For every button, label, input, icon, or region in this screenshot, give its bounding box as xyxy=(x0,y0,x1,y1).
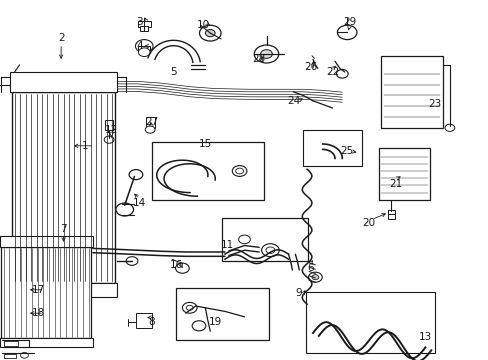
Bar xyxy=(176,288,268,340)
Bar xyxy=(303,130,361,166)
Text: 29: 29 xyxy=(342,17,356,27)
Text: 26: 26 xyxy=(303,62,317,72)
Bar xyxy=(305,292,434,353)
Circle shape xyxy=(135,40,153,53)
Circle shape xyxy=(126,257,138,265)
Circle shape xyxy=(235,168,243,174)
Circle shape xyxy=(129,170,142,180)
Circle shape xyxy=(238,235,250,244)
Bar xyxy=(10,72,117,92)
Bar xyxy=(140,26,148,31)
Bar xyxy=(381,56,442,128)
Bar xyxy=(136,313,151,328)
Circle shape xyxy=(205,30,215,37)
Text: 28: 28 xyxy=(252,54,265,64)
Bar xyxy=(378,148,429,200)
Bar xyxy=(151,142,264,200)
Text: 10: 10 xyxy=(196,20,209,30)
Text: 9: 9 xyxy=(294,288,301,298)
Circle shape xyxy=(260,50,272,58)
Text: 22: 22 xyxy=(325,67,339,77)
Text: 8: 8 xyxy=(148,317,155,327)
Bar xyxy=(387,210,394,214)
Circle shape xyxy=(232,166,246,176)
Text: 16: 16 xyxy=(169,260,183,270)
Text: 27: 27 xyxy=(144,117,158,127)
Text: 11: 11 xyxy=(220,240,234,250)
Text: 5: 5 xyxy=(170,67,177,77)
Circle shape xyxy=(265,247,274,253)
Bar xyxy=(0,236,93,247)
Bar xyxy=(12,92,115,283)
Text: 12: 12 xyxy=(104,125,118,135)
Circle shape xyxy=(104,136,114,143)
Text: 6: 6 xyxy=(306,263,313,273)
Text: 17: 17 xyxy=(31,285,45,295)
Text: 14: 14 xyxy=(132,198,146,208)
Text: 18: 18 xyxy=(31,308,45,318)
Circle shape xyxy=(20,352,28,358)
Circle shape xyxy=(199,25,221,41)
Bar xyxy=(138,46,150,50)
Circle shape xyxy=(145,126,155,133)
Circle shape xyxy=(311,275,318,280)
Bar xyxy=(0,338,93,347)
Circle shape xyxy=(138,48,150,57)
Bar xyxy=(145,117,154,128)
Circle shape xyxy=(337,25,356,40)
Circle shape xyxy=(182,302,197,313)
Text: 19: 19 xyxy=(208,317,222,327)
Bar xyxy=(138,21,150,27)
Bar xyxy=(387,214,394,219)
Circle shape xyxy=(261,244,279,257)
Circle shape xyxy=(308,272,322,282)
Text: 7: 7 xyxy=(60,224,67,234)
Text: 4: 4 xyxy=(136,41,142,51)
Bar xyxy=(222,218,307,261)
Bar xyxy=(1,247,91,338)
Text: 13: 13 xyxy=(418,332,431,342)
Text: 1: 1 xyxy=(82,141,89,151)
Circle shape xyxy=(116,203,133,216)
Bar xyxy=(105,120,113,130)
Bar xyxy=(4,341,18,346)
Circle shape xyxy=(254,45,278,63)
Bar xyxy=(4,354,16,358)
Text: 3: 3 xyxy=(136,17,142,27)
Text: 23: 23 xyxy=(427,99,441,109)
Circle shape xyxy=(175,263,189,273)
Text: 24: 24 xyxy=(286,96,300,106)
Circle shape xyxy=(336,69,347,78)
Text: 2: 2 xyxy=(58,33,64,43)
Circle shape xyxy=(444,124,454,131)
Bar xyxy=(10,283,117,297)
Text: 25: 25 xyxy=(340,146,353,156)
Circle shape xyxy=(186,305,193,310)
Text: 20: 20 xyxy=(362,218,375,228)
Text: 21: 21 xyxy=(388,179,402,189)
Circle shape xyxy=(192,321,205,331)
Text: 15: 15 xyxy=(198,139,212,149)
